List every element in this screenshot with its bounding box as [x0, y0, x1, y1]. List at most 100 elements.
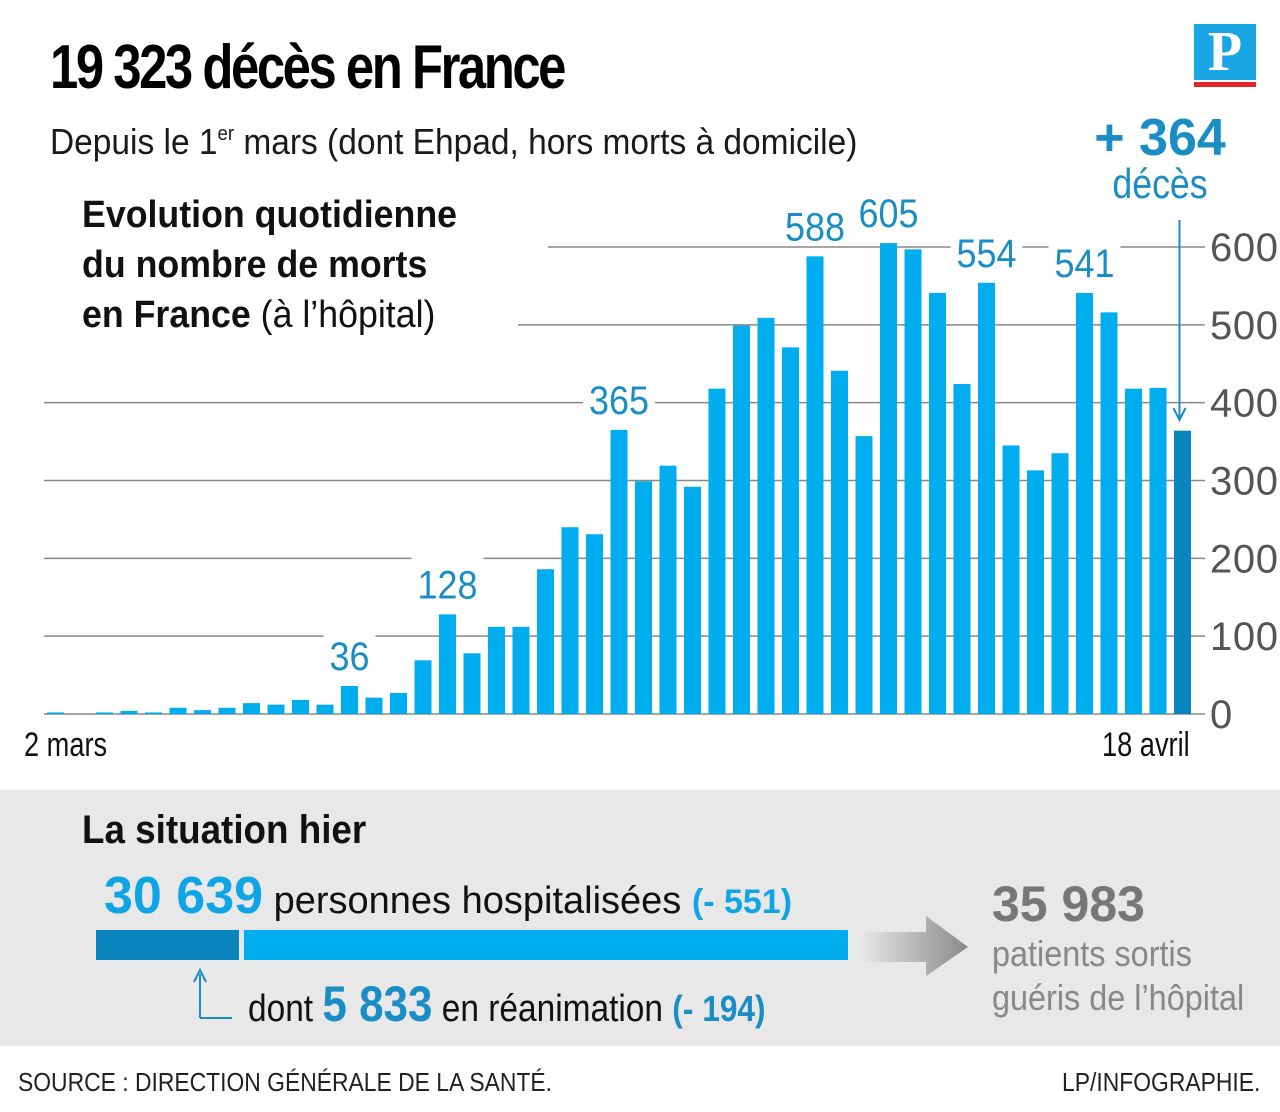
y-tick-200: 200 — [1210, 537, 1278, 581]
icu-number: 5 833 — [322, 976, 433, 1032]
bar-31-mars — [757, 317, 775, 714]
value-label-588: 588 — [785, 205, 845, 249]
bar-6-mars — [145, 712, 162, 714]
bar-13-avril — [1076, 292, 1093, 714]
bar-12-avril — [1051, 453, 1069, 714]
situation-panel — [0, 790, 1280, 1046]
bar-14-avril — [1100, 312, 1118, 714]
bar-21-mars — [512, 626, 530, 714]
recovered-number: 35 983 — [992, 876, 1145, 932]
bar-2-mars — [47, 712, 64, 714]
subtitle-sup: er — [217, 123, 235, 145]
bar-23-mars — [561, 527, 579, 714]
bar-27-mars — [659, 465, 677, 714]
hospitalized-delta: (- 551) — [691, 883, 793, 921]
value-label-128: 128 — [418, 563, 478, 607]
bar-28-mars — [684, 486, 701, 714]
bar-19-mars — [463, 653, 481, 714]
bar-4-mars — [96, 712, 113, 714]
chart-title-qualifier: (à l’hôpital) — [250, 294, 436, 336]
hospitalized-label: personnes hospitalisées — [263, 880, 692, 922]
bar-2-avril — [806, 256, 824, 714]
bar-15-avril — [1125, 388, 1142, 714]
value-label-bg — [852, 185, 925, 232]
bar-10-avril — [1002, 445, 1020, 714]
logo-letter: P — [1207, 21, 1243, 83]
value-labels: 36 128 365 588 605 554 541 — [323, 185, 1121, 679]
subtitle-post: mars (dont Ehpad, hors morts à domicile) — [234, 121, 858, 162]
y-tick-400: 400 — [1210, 382, 1278, 426]
bar-26-mars — [635, 481, 652, 714]
source-credit: SOURCE : DIRECTION GÉNÉRALE DE LA SANTÉ. — [18, 1067, 552, 1097]
chart-title-line-1: Evolution quotidienne — [82, 194, 458, 236]
value-label-554: 554 — [957, 232, 1017, 276]
bar-29-mars — [708, 388, 726, 714]
bar-12-mars — [292, 699, 309, 714]
icu-share-bar — [96, 930, 239, 960]
bar-14-mars — [341, 685, 358, 714]
chart-title-line-3: en France — [82, 294, 251, 336]
y-tick-0: 0 — [1210, 693, 1232, 737]
bar-20-mars — [488, 626, 505, 714]
bar-7-mars — [169, 707, 187, 714]
subtitle-pre: Depuis le 1 — [50, 121, 218, 162]
bar-25-mars — [610, 429, 628, 714]
headline: 19 323 décès en France — [50, 33, 566, 102]
bar-6-avril — [904, 249, 922, 714]
bar-16-avril — [1149, 387, 1167, 714]
x-start-label: 2 mars — [24, 726, 108, 764]
daily-deaths-chart: 36 128 365 588 605 554 541 0 100 200 300 400 500 600 — [44, 185, 1278, 737]
bars — [47, 243, 1191, 714]
value-label-bg — [779, 198, 851, 245]
y-tick-600: 600 — [1210, 226, 1278, 270]
bar-8-avril — [953, 383, 971, 714]
bar-10-mars — [243, 703, 260, 714]
x-end-label: 18 avril — [1102, 726, 1190, 764]
le-parisien-logo: P — [1194, 24, 1256, 80]
graphic-credit: LP/INFOGRAPHIE. — [1061, 1067, 1260, 1097]
bar-5-mars — [120, 710, 138, 714]
value-label-541: 541 — [1055, 242, 1115, 286]
value-label-605: 605 — [859, 192, 919, 236]
bar-13-mars — [316, 704, 334, 714]
bar-9-mars — [218, 707, 236, 714]
icu-prefix: dont — [248, 988, 323, 1030]
y-tick-300: 300 — [1210, 460, 1278, 504]
chart-title-line-2: du nombre de morts — [82, 244, 428, 286]
value-label-36: 36 — [330, 635, 370, 679]
bar-5-avril — [880, 243, 897, 714]
latest-delta: + 364 — [1094, 109, 1226, 167]
bar-15-mars — [365, 697, 383, 714]
bar-18-mars — [439, 614, 456, 714]
y-tick-labels: 0 100 200 300 400 500 600 — [1210, 226, 1278, 737]
bar-7-avril — [929, 292, 946, 714]
icu-label: en réanimation — [432, 988, 673, 1030]
bar-17-mars — [414, 660, 432, 714]
bar-16-mars — [390, 692, 407, 714]
bar-24-mars — [586, 534, 603, 714]
bar-11-mars — [267, 704, 285, 714]
bar-30-mars — [733, 325, 750, 714]
hospitalized-bar — [244, 930, 848, 960]
subtitle: Depuis le 1er mars (dont Ehpad, hors mor… — [50, 112, 857, 164]
value-label-bg — [411, 556, 484, 603]
hospitalized-line: 30 639 personnes hospitalisées (- 551) — [104, 866, 792, 939]
bar-3-avril — [831, 370, 848, 714]
icu-line: dont 5 833 en réanimation (- 194) — [248, 976, 766, 1045]
value-label-bg — [950, 224, 1023, 271]
arrow-icon — [1172, 220, 1187, 423]
right-arrow-icon — [860, 916, 968, 976]
icu-delta: (- 194) — [672, 988, 766, 1029]
value-label-365: 365 — [589, 379, 649, 423]
bar-4-avril — [855, 436, 873, 714]
bar-8-mars — [194, 710, 211, 714]
value-label-bg — [583, 371, 655, 418]
bar-17-avril — [1174, 430, 1191, 714]
logo-underline — [1194, 82, 1256, 87]
bar-9-avril — [978, 282, 995, 714]
arrow-head — [1172, 407, 1187, 423]
hospitalized-number: 30 639 — [104, 867, 264, 925]
value-label-bg — [1048, 234, 1121, 281]
chart-title: Evolution quotidienne du nombre de morts… — [82, 190, 457, 340]
latest-delta-unit: décès — [1112, 160, 1208, 207]
